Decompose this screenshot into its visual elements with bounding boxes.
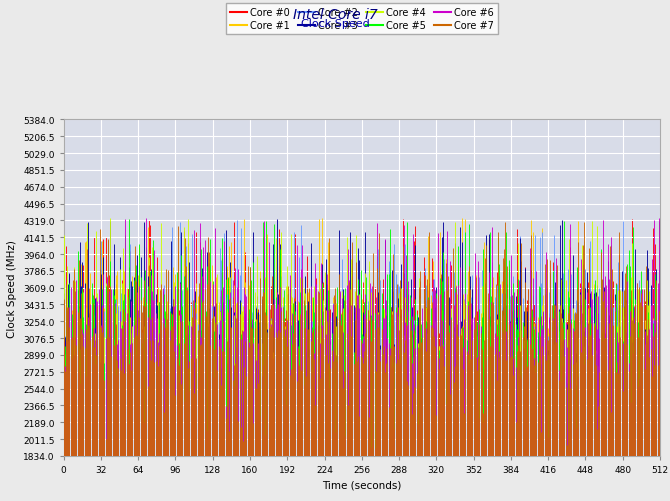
Y-axis label: Clock Speed (MHz): Clock Speed (MHz) <box>7 239 17 337</box>
Text: Clock Speed: Clock Speed <box>301 19 369 29</box>
X-axis label: Time (seconds): Time (seconds) <box>322 479 401 489</box>
Legend: Core #0, Core #1, Core #2, Core #3, Core #4, Core #5, Core #6, Core #7: Core #0, Core #1, Core #2, Core #3, Core… <box>226 4 498 35</box>
Text: Intel Core i7: Intel Core i7 <box>293 8 377 22</box>
